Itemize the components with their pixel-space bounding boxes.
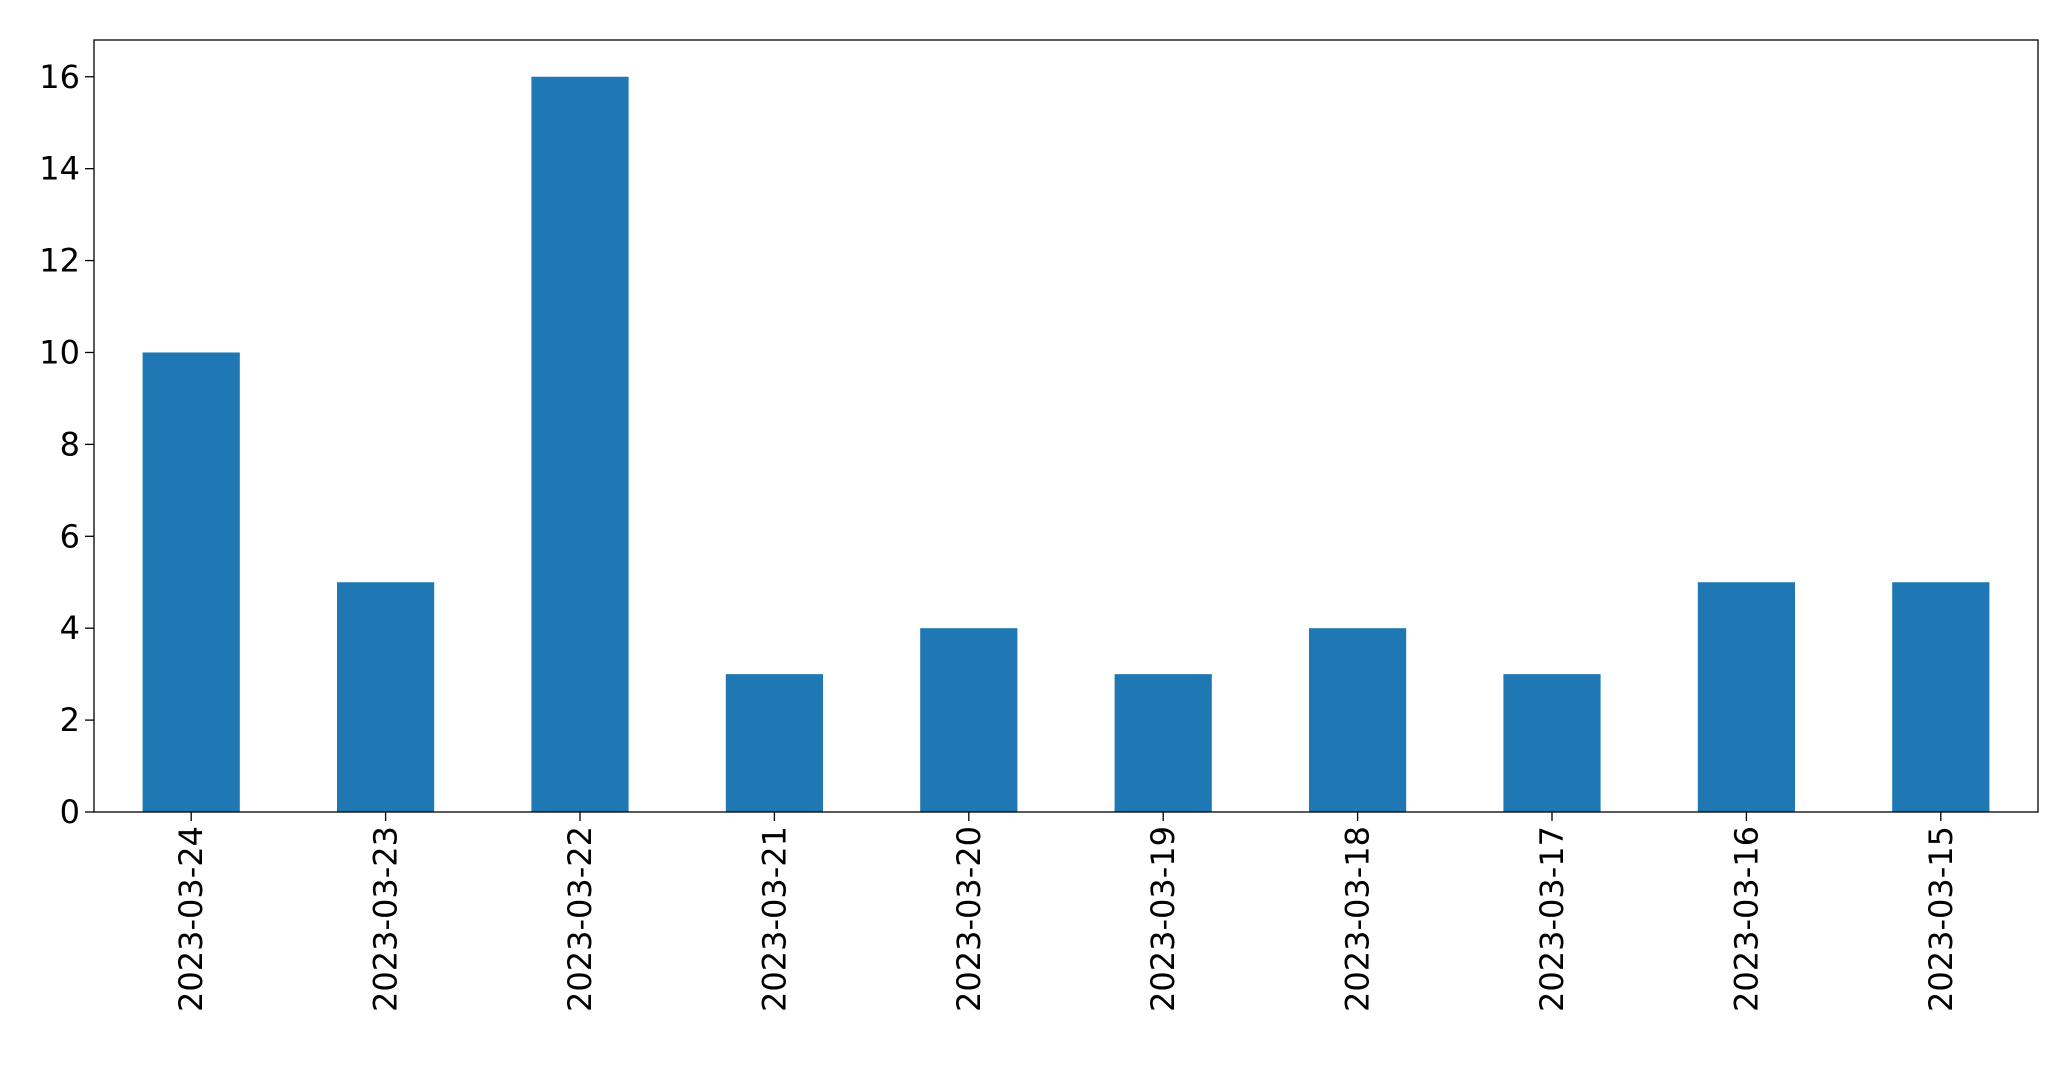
- bar: [1114, 674, 1212, 812]
- y-tick-label: 4: [60, 609, 80, 647]
- bar: [1892, 582, 1990, 812]
- y-tick-label: 10: [39, 333, 80, 371]
- x-tick-label: 2023-03-21: [755, 826, 793, 1012]
- y-tick-label: 12: [39, 242, 80, 280]
- bar: [920, 628, 1018, 812]
- x-tick-label: 2023-03-24: [172, 826, 210, 1012]
- x-tick-label: 2023-03-18: [1339, 826, 1377, 1012]
- x-tick-label: 2023-03-15: [1922, 826, 1960, 1012]
- x-tick-label: 2023-03-19: [1144, 826, 1182, 1012]
- x-tick-label: 2023-03-20: [950, 826, 988, 1012]
- x-tick-label: 2023-03-16: [1727, 826, 1765, 1012]
- bar: [531, 76, 629, 812]
- x-tick-label: 2023-03-23: [367, 826, 405, 1012]
- bar: [1503, 674, 1601, 812]
- x-tick-label: 2023-03-17: [1533, 826, 1571, 1012]
- bar: [725, 674, 823, 812]
- bar: [142, 352, 240, 812]
- bar: [1309, 628, 1407, 812]
- y-tick-label: 14: [39, 150, 80, 188]
- y-tick-label: 0: [60, 793, 80, 831]
- y-tick-label: 2: [60, 701, 80, 739]
- y-tick-label: 16: [39, 58, 80, 96]
- y-tick-label: 8: [60, 425, 80, 463]
- x-tick-label: 2023-03-22: [561, 826, 599, 1012]
- plot-frame: [93, 39, 2039, 813]
- y-tick-label: 6: [60, 517, 80, 555]
- bar: [1697, 582, 1795, 812]
- bar: [337, 582, 435, 812]
